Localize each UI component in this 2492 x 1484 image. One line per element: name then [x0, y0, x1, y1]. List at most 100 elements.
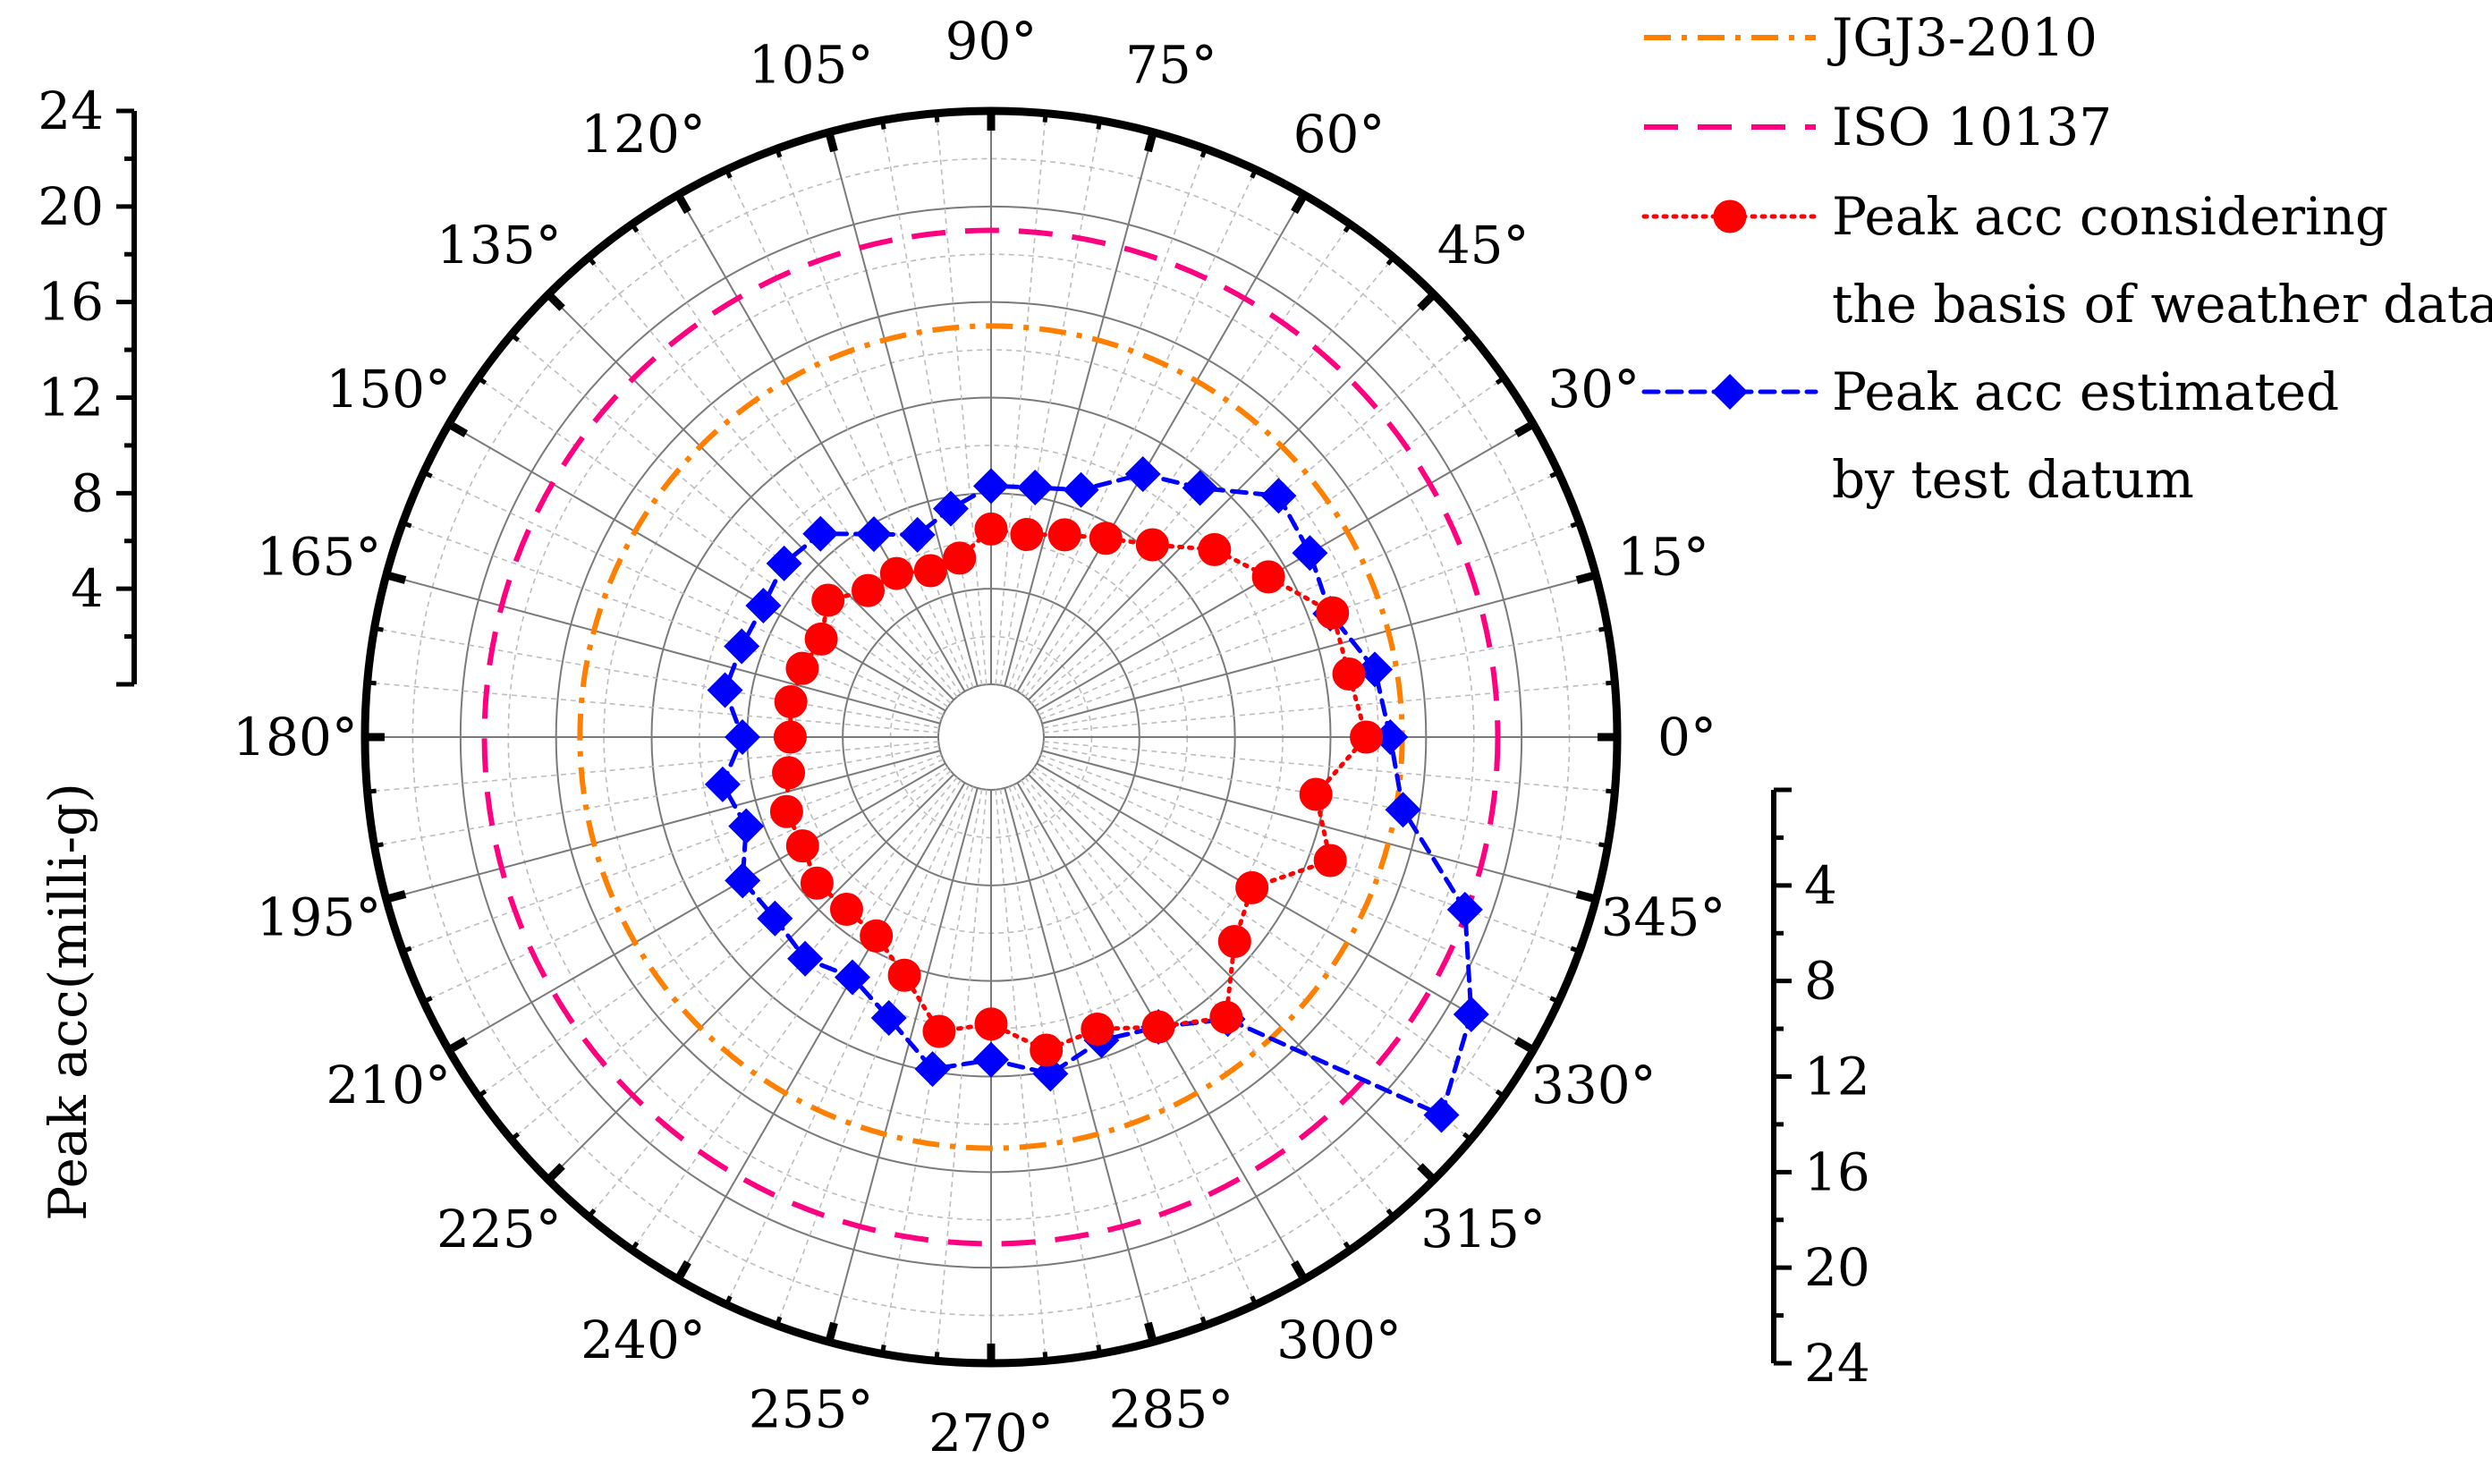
minor-grid-spoke	[1042, 627, 1608, 729]
data-point	[707, 672, 743, 708]
minor-grid-spoke	[1024, 776, 1394, 1217]
y-axis-title: Peak acc(milli-g)	[38, 783, 98, 1221]
angle-tick-labels: 0° 15° 30° 45° 60° 75° 90° 105° 120° 135° 150° 165°…	[233, 11, 1725, 1463]
minor-grid-spoke	[1043, 741, 1615, 793]
major-grid-spoke	[386, 750, 941, 901]
data-point	[1260, 478, 1297, 514]
minor-angle-tick	[400, 520, 412, 529]
legend-label: Peak acc considering	[1832, 186, 2388, 247]
minor-angle-tick	[1343, 221, 1353, 233]
minor-angle-tick	[879, 118, 886, 130]
data-point	[852, 573, 886, 607]
reference-circle-iso-10137	[481, 227, 1501, 1247]
minor-grid-spoke	[1038, 759, 1559, 1003]
minor-angle-tick	[1570, 520, 1582, 529]
major-angle-tick	[1513, 419, 1538, 437]
minor-grid-spoke	[1013, 784, 1257, 1305]
minor-angle-tick	[629, 1241, 640, 1253]
major-angle-tick	[444, 1037, 469, 1056]
major-angle-tick	[1417, 1163, 1439, 1185]
minor-grid-spoke	[478, 767, 949, 1098]
data-point	[1182, 470, 1218, 506]
minor-grid-spoke	[367, 682, 939, 734]
major-angle-tick	[824, 1321, 838, 1347]
radial-axis-left: 4 8 12 16 20 24	[38, 81, 137, 687]
major-grid-spoke	[1036, 423, 1534, 712]
data-point	[724, 628, 760, 665]
major-grid-spoke	[677, 782, 966, 1280]
minor-grid-spoke	[1030, 770, 1471, 1141]
minor-angle-tick	[1549, 470, 1562, 479]
data-point	[773, 720, 807, 754]
angle-tick-label: 0°	[1657, 707, 1716, 767]
angle-tick-label: 75°	[1125, 35, 1217, 96]
major-angle-tick	[1575, 570, 1601, 584]
minor-grid-spoke	[995, 789, 1047, 1361]
minor-grid-spoke	[511, 334, 952, 704]
radial-tick-label: 24	[1804, 1333, 1870, 1394]
data-point	[1316, 596, 1350, 630]
angle-tick-label: 15°	[1617, 527, 1709, 588]
data-point	[745, 587, 782, 623]
data-point	[870, 999, 907, 1036]
data-point	[785, 651, 819, 685]
minor-angle-tick	[372, 625, 384, 632]
major-grid-spoke	[1016, 194, 1305, 692]
minor-grid-spoke	[1021, 779, 1352, 1251]
data-point	[766, 545, 802, 581]
major-angle-tick	[1291, 1259, 1310, 1285]
minor-grid-spoke	[402, 754, 942, 953]
minor-angle-tick	[1570, 946, 1582, 954]
radial-tick-label: 12	[38, 368, 104, 428]
angle-tick-label: 120°	[581, 104, 706, 165]
minor-grid-spoke	[588, 776, 958, 1217]
angle-tick-label: 180°	[233, 707, 358, 767]
minor-grid-spoke	[588, 257, 958, 698]
data-point	[973, 1041, 1009, 1078]
major-grid-spoke	[1036, 762, 1534, 1051]
data-point	[879, 556, 913, 590]
data-point	[804, 622, 838, 656]
angle-tick-label: 150°	[326, 359, 451, 420]
data-point	[834, 959, 870, 996]
angle-tick-label: 345°	[1601, 886, 1726, 947]
data-point	[1313, 844, 1347, 878]
radial-tick-label: 16	[38, 272, 104, 333]
major-grid-spoke	[827, 131, 979, 687]
minor-angle-tick	[1343, 1241, 1353, 1253]
data-point	[943, 541, 977, 575]
data-point	[802, 515, 839, 552]
minor-grid-spoke	[1033, 767, 1505, 1098]
angle-tick-label: 210°	[326, 1055, 451, 1115]
major-grid-spoke	[1004, 787, 1155, 1343]
data-point	[1713, 199, 1747, 233]
minor-grid-spoke	[631, 224, 962, 695]
minor-grid-spoke	[511, 770, 952, 1141]
major-grid-spoke	[547, 293, 954, 700]
data-point	[800, 866, 834, 900]
minor-angle-tick	[585, 254, 597, 267]
radial-tick-label: 24	[38, 81, 104, 141]
legend: JGJ3-2010 ISO 10137 Peak acc considering th…	[1641, 7, 2492, 510]
data-point	[932, 490, 969, 527]
data-point	[757, 900, 793, 937]
radial-tick-label: 12	[1804, 1047, 1870, 1107]
data-point	[724, 719, 760, 755]
major-angle-tick	[543, 289, 565, 311]
major-angle-tick	[381, 570, 407, 584]
minor-angle-tick	[1042, 111, 1048, 123]
angle-tick-label: 60°	[1293, 104, 1386, 165]
data-point	[1356, 651, 1393, 688]
minor-grid-spoke	[1024, 257, 1394, 698]
data-point	[1385, 792, 1421, 828]
minor-grid-spoke	[1040, 522, 1581, 720]
inner-circle	[937, 683, 1045, 791]
legend-label: by test datum	[1832, 449, 2194, 510]
data-point	[1017, 469, 1054, 505]
data-point	[1209, 1000, 1243, 1034]
minor-angle-tick	[1606, 788, 1617, 794]
data-point	[1047, 518, 1081, 552]
angle-tick-label: 270°	[928, 1403, 1054, 1463]
major-angle-tick	[1144, 1321, 1158, 1347]
